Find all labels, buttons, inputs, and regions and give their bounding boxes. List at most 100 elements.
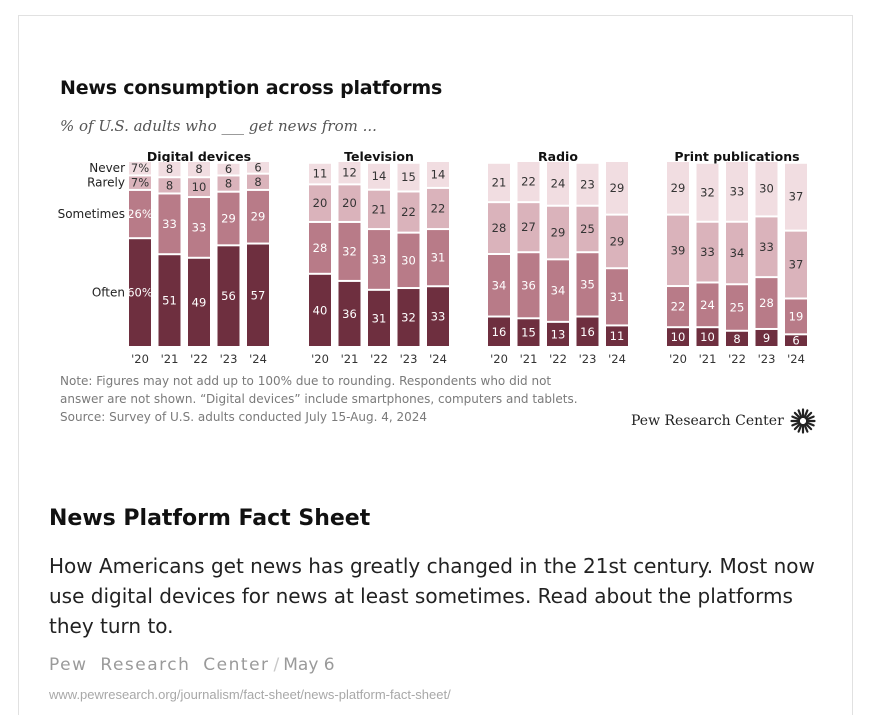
bar-segment-never [309,163,331,184]
bar-segment-often [217,246,240,346]
bar-segment-never [129,162,151,175]
bar-segment-never [755,162,778,216]
bar-segment-never [488,163,510,202]
data-label: 29 [221,212,236,226]
data-label: 11 [313,167,328,181]
data-label: 20 [342,196,357,210]
bar-segment-often [606,326,628,346]
data-label: 26% [127,207,153,221]
data-label: 31 [372,311,387,325]
data-label: 14 [372,169,387,183]
data-label: 23 [580,177,595,191]
x-tick-label: '21 [699,352,717,366]
article-headline[interactable]: News Platform Fact Sheet [49,506,371,531]
bar-segment-never [427,162,449,187]
bar-segment-sometimes [309,222,331,273]
row-label: Never [89,161,125,175]
bar-segment-often [368,290,390,346]
data-label: 25 [580,222,595,236]
data-label: 30 [759,182,774,196]
data-label: 56 [221,289,236,303]
data-label: 40 [313,303,328,317]
bar-segment-rarely [667,215,689,286]
note-line-2: answer are not shown. “Digital devices” … [60,392,578,406]
data-label: 28 [759,296,774,310]
data-label: 7% [131,161,149,175]
data-label: 15 [401,170,416,184]
article-description: How Americans get news has greatly chang… [49,554,815,638]
pew-sunburst-icon [790,408,816,434]
data-label: 6 [225,162,232,176]
data-label: 9 [763,331,770,345]
note-line-1: Note: Figures may not add up to 100% due… [60,374,552,388]
data-label: 16 [580,325,595,339]
brand-name: Pew Research Center [631,413,784,429]
x-tick-label: '23 [220,352,238,366]
data-label: 12 [342,166,357,180]
bar-segment-often [488,317,510,346]
data-label: 21 [372,202,387,216]
data-label: 32 [700,185,715,199]
bar-segment-often [576,317,599,346]
preview-image[interactable]: News consumption across platforms % of U… [19,16,852,466]
data-label: 6 [254,160,261,174]
data-label: 8 [166,178,173,192]
bar-segment-rarely [158,178,181,193]
data-label: 11 [610,329,625,343]
bar-segment-never [397,163,420,191]
article-url[interactable]: www.pewresearch.org/journalism/fact-shee… [49,687,451,702]
bar-segment-sometimes [517,253,540,318]
data-label: 8 [225,177,232,191]
bar-segment-sometimes [547,260,569,321]
bar-segment-rarely [397,192,420,232]
data-label: 22 [401,205,416,219]
bar-segment-often [785,335,807,346]
data-label: 34 [551,284,566,298]
bar-segment-sometimes [368,230,390,289]
chart-title: News consumption across platforms [60,77,443,99]
x-tick-label: '21 [520,352,538,366]
x-tick-label: '22 [549,352,567,366]
bar-segment-often [696,328,719,346]
panel-title: Television [344,149,414,164]
bar-segment-sometimes [785,299,807,334]
data-label: 28 [492,221,507,235]
data-label: 10 [192,180,207,194]
data-label: 37 [789,190,804,204]
panel-title: Print publications [674,149,799,164]
row-label: Sometimes [58,207,125,221]
bar-segment-often [726,331,748,346]
data-label: 33 [759,240,774,254]
data-label: 29 [551,226,566,240]
bar-segment-rarely [517,203,540,252]
bar-segment-rarely [368,190,390,229]
site-name: Pew Research Center [49,655,270,675]
link-preview-card[interactable]: News consumption across platforms % of U… [18,15,853,715]
bar-segment-often [247,244,269,346]
bar-segment-rarely [606,215,628,268]
bar-segment-often [129,239,151,346]
data-label: 6 [792,334,799,348]
x-tick-label: '21 [341,352,359,366]
data-label: 31 [431,251,446,265]
x-tick-label: '24 [429,352,447,366]
bar-segment-never [606,162,628,214]
stacked-bar-chart: Digital devices 60% 26% 7%7% '20 51 33 8 8 '21 49 3… [58,149,807,366]
bar-segment-often [755,329,778,346]
bar-segment-sometimes [158,194,181,254]
data-label: 22 [521,175,536,189]
bar-segment-sometimes [397,233,420,288]
data-label: 29 [251,210,266,224]
bar-segment-never [217,163,240,175]
bar-segment-often [338,281,361,346]
meta-separator: / [273,655,280,675]
x-tick-label: '20 [669,352,687,366]
data-label: 57 [251,288,266,302]
chart-note: Note: Figures may not add up to 100% due… [60,372,620,426]
row-label: Rarely [87,176,125,190]
bar-segment-never [547,162,569,205]
bar-segment-often [547,322,569,346]
bar-segment-sometimes [755,278,778,328]
data-label: 36 [342,307,357,321]
bar-segment-never [158,162,181,177]
